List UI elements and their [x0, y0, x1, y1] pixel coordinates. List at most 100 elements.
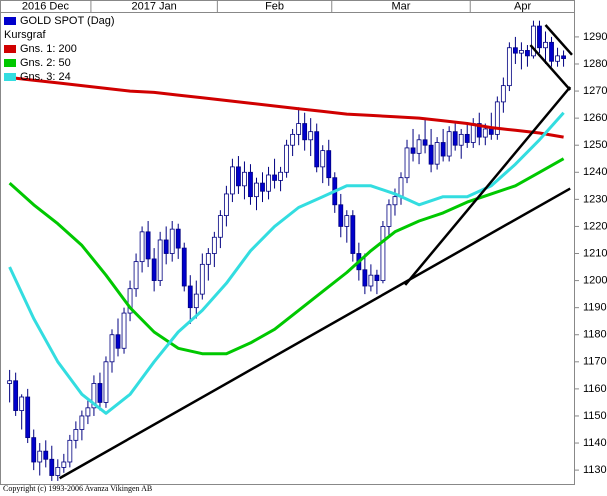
- candle-body: [266, 174, 271, 192]
- y-tick-label: 1250: [583, 139, 607, 151]
- y-tick-label: 1220: [583, 220, 607, 232]
- y-tick-label: 1190: [583, 302, 607, 314]
- candle-body: [296, 123, 302, 135]
- y-tick-label: 1160: [583, 383, 607, 395]
- copyright: Copyright (c) 1993-2006 Avanza Vikingen …: [3, 484, 152, 493]
- candle-body: [157, 239, 163, 281]
- y-tick-label: 1180: [583, 329, 607, 341]
- candle-body: [416, 139, 422, 154]
- y-tick-label: 1230: [583, 193, 607, 205]
- candle-body: [302, 123, 308, 141]
- candle-body: [404, 147, 410, 179]
- candle-body: [199, 263, 205, 295]
- moving-average: [9, 76, 564, 139]
- candle-body: [314, 131, 320, 168]
- candle-body: [205, 253, 211, 265]
- legend-swatch: [4, 45, 16, 53]
- candle-body: [374, 274, 380, 281]
- candle-body: [85, 407, 91, 417]
- candle-body: [488, 128, 494, 135]
- candle-body: [482, 128, 488, 138]
- x-tick-label: 2017 Jan: [132, 0, 177, 12]
- trend-line: [544, 24, 573, 56]
- y-tick-label: 1260: [583, 112, 607, 124]
- candle-body: [434, 142, 440, 165]
- legend-swatch: [4, 59, 16, 67]
- trend-line: [404, 86, 572, 286]
- candle-body: [19, 396, 25, 411]
- candle-body: [230, 166, 235, 195]
- candle-body: [494, 101, 500, 135]
- candle-body: [43, 450, 49, 460]
- candle-body: [561, 55, 566, 59]
- candle-body: [103, 361, 109, 403]
- candle-body: [115, 334, 121, 349]
- candle-body: [308, 131, 314, 141]
- candle-body: [175, 228, 181, 249]
- candle-body: [284, 144, 289, 173]
- y-tick-label: 1150: [583, 410, 607, 422]
- y-tick-label: 1130: [583, 464, 607, 476]
- y-tick-label: 1200: [583, 274, 607, 286]
- legend-swatch: [4, 17, 16, 25]
- candle-body: [320, 150, 326, 168]
- candle-body: [350, 215, 356, 254]
- candle-body: [61, 461, 67, 468]
- legend-label: Kursgraf: [4, 29, 47, 41]
- y-tick-label: 1290: [583, 31, 607, 43]
- legend-swatch: [4, 73, 16, 81]
- candle-body: [260, 182, 265, 192]
- candle-body: [145, 231, 151, 260]
- candle-body: [422, 139, 428, 146]
- candle-body: [121, 312, 127, 349]
- candle-body: [410, 147, 416, 154]
- candle-body: [537, 25, 542, 49]
- candle-body: [326, 150, 332, 179]
- candle-body: [67, 439, 73, 463]
- legend-label: Gns. 2: 50: [20, 57, 71, 69]
- candle-body: [242, 171, 247, 187]
- candle-body: [217, 215, 223, 238]
- candle-body: [338, 204, 344, 227]
- candle-body: [458, 133, 464, 146]
- candle-body: [187, 285, 193, 309]
- candle-body: [446, 131, 452, 157]
- candle-body: [55, 467, 61, 476]
- candle-body: [31, 437, 37, 463]
- candle-body: [428, 144, 434, 165]
- candle-body: [278, 171, 283, 181]
- y-tick-label: 1240: [583, 166, 607, 178]
- candle-body: [139, 231, 145, 263]
- candle-body: [25, 396, 31, 439]
- candle-body: [37, 450, 43, 463]
- candle-body: [525, 50, 530, 57]
- candle-body: [549, 41, 554, 62]
- candle-body: [193, 293, 199, 309]
- candle-body: [248, 171, 253, 198]
- x-tick-label: Mar: [392, 0, 411, 12]
- candle-body: [169, 228, 175, 254]
- candle-body: [151, 258, 157, 281]
- candle-body: [500, 85, 506, 103]
- candle-body: [163, 239, 169, 254]
- legend-label: Gns. 1: 200: [20, 43, 77, 55]
- candle-body: [440, 142, 446, 157]
- x-tick-label: Apr: [514, 0, 531, 12]
- candle-body: [73, 429, 79, 441]
- candle-body: [211, 236, 217, 254]
- candle-body: [13, 380, 19, 411]
- candle-body: [79, 415, 85, 430]
- candle-body: [380, 226, 386, 281]
- candle-body: [290, 133, 296, 146]
- candle-body: [91, 383, 97, 409]
- candle-body: [97, 383, 103, 403]
- candle-body: [133, 261, 139, 290]
- moving-average: [8, 111, 565, 415]
- y-tick-label: 1280: [583, 58, 607, 70]
- candle-body: [272, 174, 277, 181]
- candle-body: [223, 193, 229, 217]
- candle-body: [362, 269, 368, 287]
- candle-body: [543, 41, 548, 49]
- candle-body: [470, 123, 476, 143]
- legend-label: Gns. 3: 24: [20, 71, 71, 83]
